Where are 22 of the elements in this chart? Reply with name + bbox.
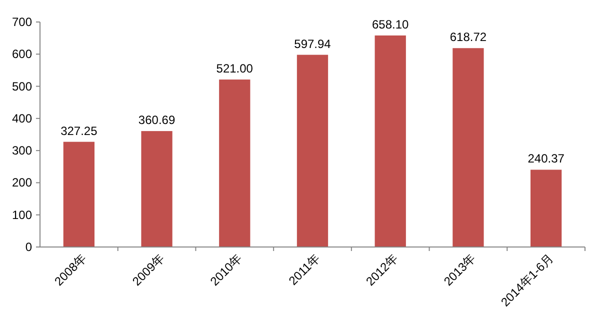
bar [63, 142, 94, 247]
y-tick-label: 700 [12, 15, 32, 29]
bar [141, 131, 172, 247]
data-label: 240.37 [528, 152, 565, 166]
bar [452, 48, 484, 247]
bar [219, 80, 250, 247]
y-tick-label: 300 [12, 144, 32, 158]
y-tick-label: 0 [25, 240, 32, 254]
data-label: 327.25 [60, 124, 98, 138]
data-label: 597.94 [294, 36, 332, 51]
y-tick-label: 200 [12, 176, 32, 190]
bar [296, 54, 328, 247]
y-tick-label: 500 [12, 79, 32, 94]
y-tick-label: 100 [12, 208, 32, 222]
bar [374, 35, 406, 247]
y-tick-label: 600 [12, 47, 32, 62]
y-tick-label: 400 [12, 111, 32, 126]
data-label: 618.72 [450, 30, 487, 44]
bar [530, 170, 562, 247]
data-label: 360.69 [138, 113, 176, 128]
data-label: 658.10 [372, 17, 410, 32]
data-label: 521.00 [216, 62, 254, 76]
